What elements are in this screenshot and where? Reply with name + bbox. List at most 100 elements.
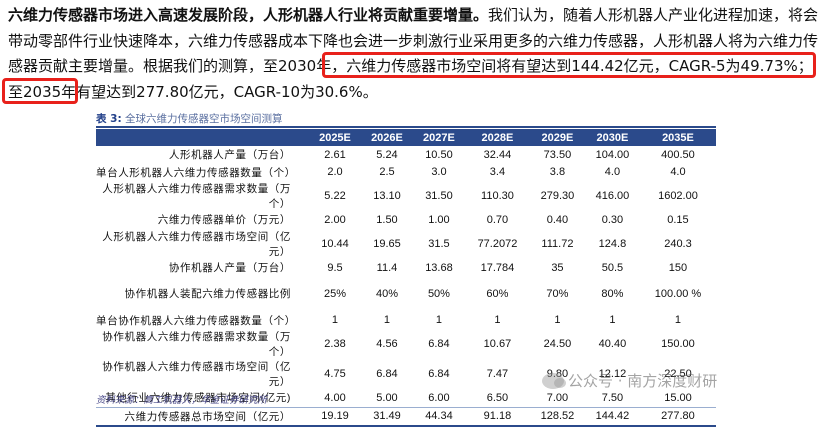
- table-cell: 50.5: [601, 261, 624, 274]
- table-cell: 2.61: [324, 148, 346, 161]
- table-row: 六维力传感器总市场空间（亿元） 19.19 31.49 44.34 91.18 128.5…: [96, 406, 716, 427]
- table-cell: 1: [609, 314, 616, 327]
- paragraph-highlight: 至2030年，六维力传感器市场空间将有望达到144.42亿元，CAGR-5为49…: [263, 57, 813, 75]
- table-cell: 1: [331, 314, 339, 327]
- table-cell: 279.30: [540, 190, 575, 203]
- table-row: 协作机器人装配六维力传感器比例 25% 40% 50% 60% 70% 80% 100.00 …: [96, 276, 716, 311]
- table-cell: 150.00: [661, 337, 695, 350]
- table-cell: 77.2072: [477, 237, 518, 250]
- table-cell: 6.84: [376, 367, 398, 380]
- table-cell: 9.80: [546, 367, 569, 380]
- table-cell: 12.12: [598, 367, 627, 380]
- header-cell-2026e: 2026E: [360, 129, 413, 146]
- table-cell: 0.30: [601, 213, 624, 226]
- table-cell: 416.00: [595, 190, 630, 203]
- table-cell: 0.15: [667, 213, 689, 226]
- table-cell: 7.00: [546, 391, 569, 404]
- table-cell: 104.00: [595, 148, 630, 161]
- header-cell-2029e: 2029E: [529, 129, 585, 146]
- table-cell: 10.50: [425, 148, 453, 161]
- table-cell: 13.10: [373, 190, 401, 203]
- header-cell-blank: [96, 129, 309, 146]
- table-cell: 80%: [601, 287, 624, 300]
- table-cell: 3.8: [549, 166, 566, 179]
- table-cell: 1: [383, 314, 391, 327]
- highlight-box-line2: [2, 78, 78, 104]
- table-cell: 31.5: [428, 237, 450, 250]
- table-cell: 10.67: [483, 337, 512, 350]
- table-cell: 2.00: [324, 213, 346, 226]
- analysis-paragraph: 六维力传感器市场进入高速发展阶段，人形机器人行业将贡献重要增量。我们认为，随着人…: [8, 3, 822, 105]
- table-cell: 5.22: [324, 190, 346, 203]
- table-cell: 32.44: [483, 148, 512, 161]
- table-row: 人形机器人六维力传感器需求数量（万个） 5.22 13.10 31.50 110.30 2…: [96, 181, 716, 211]
- row-label: 人形机器人六维力传感器市场空间（亿元）: [102, 230, 291, 258]
- table-cell: 31.49: [360, 406, 413, 427]
- row-label: 协作机器人六维力传感器需求数量（万个）: [102, 330, 291, 358]
- table-cell: 3.0: [431, 166, 447, 179]
- table-cell: 1602.00: [658, 190, 698, 203]
- table-cell: 6.84: [428, 337, 450, 350]
- table-row: 单台人形机器人六维力传感器数量（个） 2.0 2.5 3.0 3.4 3.8 4.0 4.0: [96, 164, 716, 182]
- table-cell: 13.68: [425, 261, 453, 274]
- header-cell-2025e: 2025E: [309, 129, 361, 146]
- table-cell: 110.30: [481, 190, 514, 203]
- table-cell: 17.784: [480, 261, 515, 274]
- table-row: 人形机器人产量（万台） 2.61 5.24 10.50 32.44 73.50 104.00…: [96, 146, 716, 164]
- table-cell: 40%: [375, 287, 398, 300]
- table-cell: 31.50: [425, 190, 453, 203]
- row-label: 单台人形机器人六维力传感器数量（个）: [96, 166, 296, 179]
- table-cell: 7.50: [601, 391, 624, 404]
- row-label: 六维力传感器单价（万元）: [157, 214, 291, 227]
- table-row: 协作机器人产量（万台） 9.5 11.4 13.68 17.784 35 50.5 150: [96, 259, 716, 277]
- table-row: 单台协作机器人六维力传感器数量（个） 1 1 1 1 1 1 1: [96, 311, 716, 329]
- table-cell: 4.56: [376, 337, 398, 350]
- table-cell: 9.5: [327, 261, 343, 274]
- table-cell: 1: [674, 314, 682, 327]
- table-cell: 91.18: [464, 406, 530, 427]
- row-label: 人形机器人产量（万台）: [168, 149, 291, 162]
- table-cell: 124.8: [598, 237, 627, 250]
- table-cell: 6.00: [428, 391, 450, 404]
- table-cell: 19.19: [309, 406, 361, 427]
- table-row: 六维力传感器单价（万元） 2.00 1.50 1.00 0.70 0.40 0.30 0.15: [96, 211, 716, 229]
- table-cell: 400.50: [661, 148, 695, 161]
- row-label: 协作机器人产量（万台）: [168, 262, 291, 275]
- table-cell: 4.00: [324, 391, 346, 404]
- table-cell: 4.75: [324, 367, 346, 380]
- table-cell: 70%: [546, 287, 569, 300]
- table-cell: 1: [494, 314, 501, 327]
- table-cell: 35: [551, 261, 564, 274]
- table-cell: 144.42: [584, 406, 640, 427]
- table-cell: 5.00: [376, 391, 398, 404]
- table-cell: 128.52: [529, 406, 585, 427]
- row-label: 协作机器人六维力传感器市场空间（亿元）: [102, 360, 291, 388]
- table-cell: 24.50: [543, 337, 572, 350]
- table-cell: 15.00: [664, 391, 692, 404]
- table-row: 其他行业六维力传感器市场空间(亿元) 4.00 5.00 6.00 6.50 7.00 7.…: [96, 389, 716, 407]
- table-cell: 40.40: [598, 337, 627, 350]
- table-cell: 6.84: [428, 367, 450, 380]
- table-row: 人形机器人六维力传感器市场空间（亿元） 10.44 19.65 31.5 77.2072…: [96, 229, 716, 259]
- table-cell: 10.44: [321, 237, 349, 250]
- header-cell-2028e: 2028E: [464, 129, 530, 146]
- paragraph-body: 我们认为，随着人形机器人产业化进程加速，将会带动零部件行业快速降本，六维力传感器…: [8, 6, 819, 75]
- table-cell: 60%: [486, 287, 509, 300]
- table-cell: 2.38: [324, 337, 346, 350]
- table-cell: 0.70: [486, 213, 509, 226]
- table-cell: 5.24: [376, 148, 398, 161]
- highlight-box-line1: [322, 52, 816, 78]
- table-title-text: 全球六维力传感器空市场空间测算: [125, 113, 283, 125]
- table-cell: 1: [554, 314, 561, 327]
- table-cell: 0.40: [546, 213, 569, 226]
- table-row: 协作机器人六维力传感器需求数量（万个） 2.38 4.56 6.84 10.67 24.5…: [96, 329, 716, 359]
- table-cell: 277.80: [639, 406, 716, 427]
- paragraph-lead: 六维力传感器市场进入高速发展阶段，人形机器人行业将贡献重要增量。: [8, 6, 489, 24]
- table-cell: 50%: [427, 287, 450, 300]
- table-body: 人形机器人产量（万台） 2.61 5.24 10.50 32.44 73.50 104.00…: [96, 146, 716, 427]
- table-cell: 22.50: [664, 367, 692, 380]
- table-row: 协作机器人六维力传感器市场空间（亿元） 4.75 6.84 6.84 7.47 9.80 1…: [96, 359, 716, 389]
- table-cell: 11.4: [376, 261, 398, 274]
- table-cell: 4.0: [604, 166, 621, 179]
- table-cell: 4.0: [670, 166, 686, 179]
